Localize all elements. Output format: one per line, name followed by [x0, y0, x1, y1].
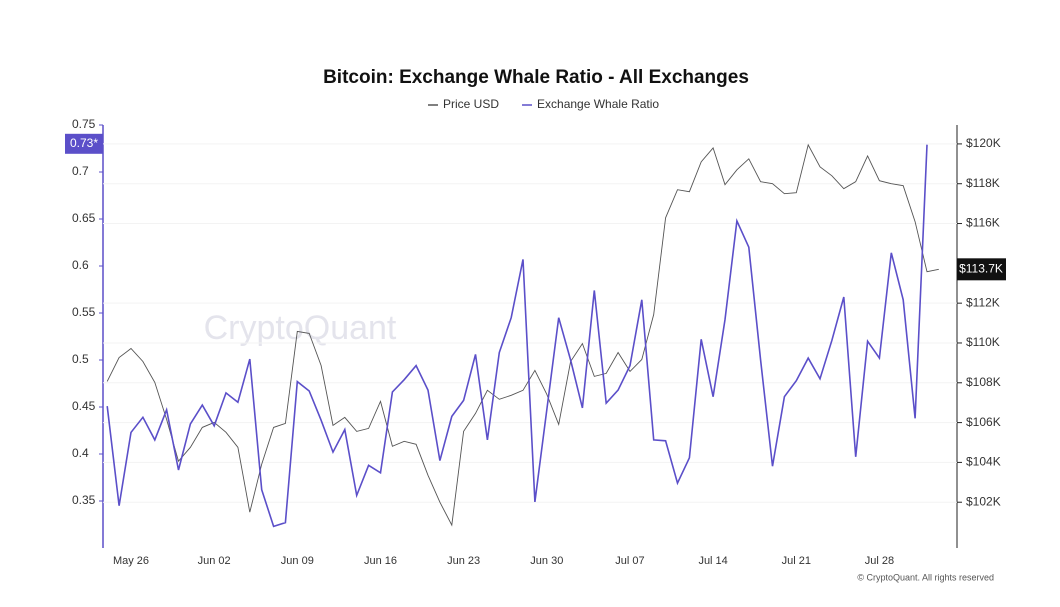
y2-tick-label: $120K [966, 136, 1001, 150]
y2-tick-label: $118K [966, 176, 1000, 190]
x-tick-label: Jun 30 [530, 555, 563, 567]
x-tick-label: May 26 [113, 555, 149, 567]
x-tick-label: Jul 21 [782, 555, 811, 567]
y2-tick-label: $106K [966, 415, 1001, 429]
y-tick-label: 0.65 [72, 211, 96, 225]
footer: © CryptoQuant. All rights reserved [857, 572, 994, 582]
last-value-box [65, 133, 103, 154]
legend-label: Price USD [443, 97, 499, 111]
legend-label: Exchange Whale Ratio [537, 97, 659, 111]
y-tick-label: 0.45 [72, 399, 96, 413]
y-tick-label: 0.6 [72, 258, 89, 272]
series-line [106, 143, 939, 527]
x-tick-label: Jul 28 [865, 555, 894, 567]
x-tick-label: Jul 14 [698, 555, 727, 567]
y2-tick-label: $110K [966, 335, 1000, 349]
y-tick-label: 0.4 [72, 446, 89, 460]
y-tick-label: 0.55 [72, 305, 96, 319]
series-line [106, 144, 928, 528]
last-value-label: $113.7K [959, 261, 1003, 275]
y-tick-label: 0.75 [72, 117, 96, 131]
y-tick-label: 0.7 [72, 164, 89, 178]
y2-tick-label: $102K [966, 494, 1001, 508]
x-tick-label: Jul 07 [615, 555, 644, 567]
watermark: CryptoQuant [204, 309, 397, 347]
y2-tick-label: $112K [966, 295, 1000, 309]
y-tick-label: 0.5 [72, 352, 89, 366]
x-tick-label: Jun 23 [447, 555, 480, 567]
last-value-label: 0.73* [70, 136, 98, 150]
x-tick-label: Jun 02 [198, 555, 231, 567]
y2-tick-label: $108K [966, 375, 1001, 389]
y2-tick-label: $104K [966, 455, 1001, 469]
y-tick-label: 0.35 [72, 493, 96, 507]
x-tick-label: Jun 09 [281, 555, 314, 567]
y2-tick-label: $116K [966, 216, 1000, 230]
chart-title: Bitcoin: Exchange Whale Ratio - All Exch… [323, 67, 749, 88]
x-tick-label: Jun 16 [364, 555, 397, 567]
last-value-box [957, 258, 1006, 281]
